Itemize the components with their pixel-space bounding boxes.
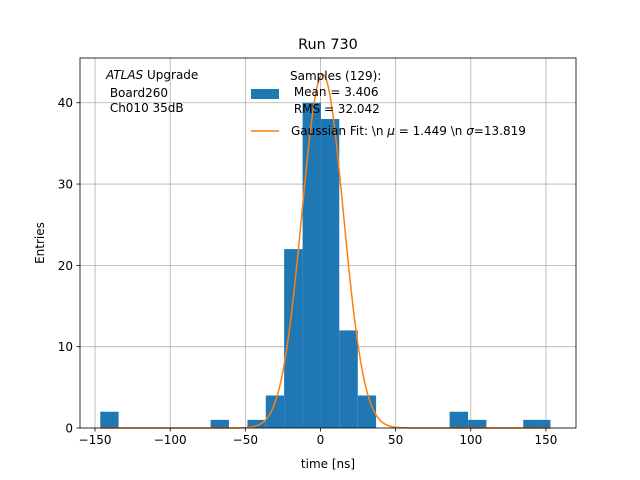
legend-fit-prefix: Gaussian Fit: \n (291, 124, 387, 138)
y-tick-label: 20 (58, 259, 73, 273)
histogram-bar (100, 411, 119, 428)
legend: Samples (129): Mean = 3.406 RMS = 32.042… (251, 69, 526, 138)
x-tick-label: 100 (459, 433, 482, 447)
annotation-atlas: ATLAS (105, 68, 144, 82)
histogram-bars (100, 102, 551, 428)
atlas-annotation: ATLAS Upgrade Board260 Ch010 35dB (105, 68, 198, 115)
x-axis-label: time [ns] (301, 457, 355, 471)
x-tick-label: 50 (388, 433, 403, 447)
legend-samples-line-3: RMS = 32.042 (290, 102, 380, 116)
y-tick-label: 10 (58, 340, 73, 354)
histogram-bar (302, 102, 321, 428)
legend-samples-swatch (251, 89, 279, 99)
x-tick-label: −100 (154, 433, 187, 447)
chart-title: Run 730 (298, 37, 358, 53)
histogram-bar (265, 395, 285, 428)
x-tick-label: −50 (233, 433, 258, 447)
histogram-bar (468, 419, 487, 428)
histogram-bar (523, 419, 542, 428)
x-tick-label: 0 (317, 433, 325, 447)
histogram-bar (210, 419, 229, 428)
x-tick-label: 150 (534, 433, 557, 447)
histogram-bar (357, 395, 377, 428)
annotation-channel: Ch010 35dB (106, 101, 184, 115)
y-axis-label: Entries (33, 222, 47, 264)
histogram-bar (339, 330, 358, 428)
annotation-upgrade: Upgrade (143, 68, 198, 82)
plot-frame (79, 57, 577, 429)
y-tick-label: 30 (58, 178, 73, 192)
legend-samples-line-2: Mean = 3.406 (290, 85, 379, 99)
y-axis-ticks: 0 10 20 30 40 (58, 96, 80, 436)
legend-fit-sigma-symbol: σ (466, 124, 474, 138)
legend-samples-line-1: Samples (129): (290, 69, 381, 83)
histogram-bar (284, 249, 303, 428)
annotation-line-1: ATLAS Upgrade (105, 68, 198, 82)
y-tick-label: 0 (65, 422, 73, 436)
histogram-bar (541, 419, 551, 428)
x-tick-label: −150 (79, 433, 112, 447)
legend-fit-sigma-value: =13.819 (474, 124, 526, 138)
histogram-bar (247, 419, 266, 428)
legend-fit-label: Gaussian Fit: \n μ = 1.449 \n σ=13.819 (291, 124, 526, 138)
histogram-bar (320, 118, 340, 428)
x-axis-ticks: −150 −100 −50 0 50 100 150 (79, 428, 557, 447)
legend-fit-mu-symbol: μ (386, 124, 395, 138)
legend-fit-mu-value: = 1.449 \n (395, 124, 466, 138)
annotation-board: Board260 (106, 86, 168, 100)
y-tick-label: 40 (58, 96, 73, 110)
histogram-bar (449, 411, 469, 428)
